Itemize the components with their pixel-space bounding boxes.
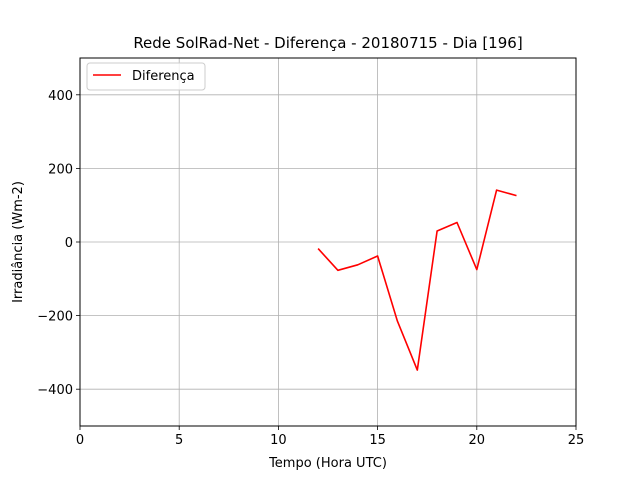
legend-label: Diferença — [132, 69, 195, 84]
y-tick-label: −200 — [37, 310, 73, 325]
y-axis-label: Irradiância (Wm-2) — [11, 181, 26, 303]
x-tick-label: 25 — [568, 433, 585, 448]
chart-title: Rede SolRad-Net - Diferença - 20180715 -… — [133, 34, 522, 52]
y-tick-label: −400 — [37, 383, 73, 398]
y-tick-label: 400 — [48, 89, 73, 104]
x-axis-ticks: 0 5 10 15 20 25 — [76, 426, 584, 448]
y-tick-label: 0 — [65, 236, 73, 251]
series-line — [317, 189, 517, 371]
series-layer — [317, 189, 517, 371]
x-tick-label: 20 — [469, 433, 486, 448]
legend: Diferença — [86, 62, 206, 91]
x-tick-label: 5 — [175, 433, 183, 448]
x-tick-label: 15 — [369, 433, 386, 448]
x-tick-label: 0 — [76, 433, 84, 448]
legend-box — [86, 62, 206, 91]
x-tick-label: 10 — [270, 433, 287, 448]
grid-lines — [79, 58, 577, 426]
x-axis-label: Tempo (Hora UTC) — [268, 456, 387, 471]
y-tick-label: 200 — [48, 162, 73, 177]
y-axis-ticks: −400 −200 0 200 400 — [37, 89, 80, 398]
